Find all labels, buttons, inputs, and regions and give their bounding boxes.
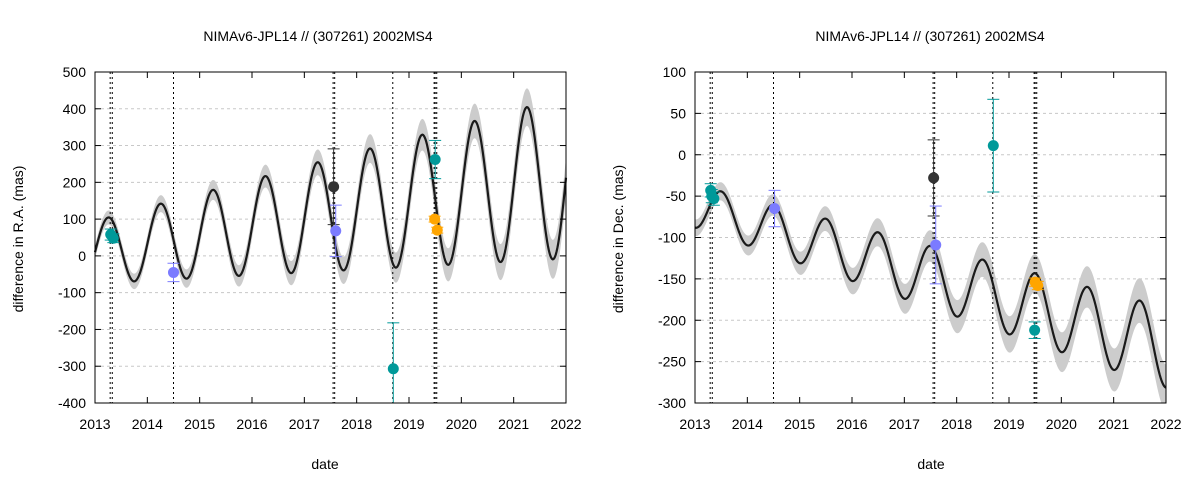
ra-residual-chart: NIMAv6-JPL14 // (307261) 2002MS4 date di…	[10, 28, 582, 472]
y-tick-label: 0	[78, 248, 86, 264]
y-tick-label: 200	[63, 174, 87, 190]
y-tick-label: -100	[58, 285, 86, 301]
data-point	[429, 154, 441, 166]
x-tick-label: 2019	[993, 416, 1024, 432]
y-tick-label: 100	[63, 211, 87, 227]
x-tick-label: 2018	[941, 416, 972, 432]
x-tick-label: 2017	[889, 416, 920, 432]
x-axis-label: date	[917, 456, 944, 472]
data-point	[330, 225, 342, 237]
y-tick-label: 400	[63, 101, 87, 117]
x-tick-label: 2015	[784, 416, 815, 432]
x-axis-label: date	[311, 456, 338, 472]
y-tick-label: -100	[658, 230, 686, 246]
y-tick-label: -300	[658, 395, 686, 411]
data-point	[431, 224, 443, 236]
data-point	[987, 140, 999, 152]
x-tick-label: 2021	[498, 416, 529, 432]
data-point	[928, 172, 940, 184]
x-tick-label: 2020	[1046, 416, 1077, 432]
chart-title: NIMAv6-JPL14 // (307261) 2002MS4	[815, 28, 1045, 44]
x-tick-label: 2013	[679, 416, 710, 432]
x-tick-label: 2016	[236, 416, 267, 432]
x-tick-label: 2016	[836, 416, 867, 432]
x-tick-label: 2018	[341, 416, 372, 432]
data-point	[1029, 324, 1041, 336]
dec-chart-svg: NIMAv6-JPL14 // (307261) 2002MS4 date di…	[610, 28, 1182, 472]
y-tick-label: -200	[58, 321, 86, 337]
y-tick-label: 100	[663, 64, 687, 80]
x-tick-label: 2014	[732, 416, 763, 432]
y-tick-label: 300	[63, 138, 87, 154]
x-tick-label: 2017	[289, 416, 320, 432]
chart-title: NIMAv6-JPL14 // (307261) 2002MS4	[203, 28, 433, 44]
y-tick-label: -200	[658, 312, 686, 328]
data-point	[708, 193, 720, 205]
data-point	[930, 239, 942, 251]
data-point	[328, 181, 340, 193]
data-point	[769, 203, 781, 215]
y-tick-label: -50	[666, 188, 686, 204]
x-tick-label: 2022	[1150, 416, 1181, 432]
y-tick-label: -300	[58, 358, 86, 374]
dec-residual-chart: NIMAv6-JPL14 // (307261) 2002MS4 date di…	[600, 0, 1200, 480]
data-point	[107, 232, 119, 244]
x-tick-label: 2022	[550, 416, 581, 432]
x-tick-label: 2013	[79, 416, 110, 432]
data-point	[429, 213, 441, 225]
data-point	[387, 363, 399, 375]
x-tick-label: 2020	[446, 416, 477, 432]
y-tick-label: -150	[658, 271, 686, 287]
y-tick-label: 0	[678, 147, 686, 163]
ra-chart-svg: NIMAv6-JPL14 // (307261) 2002MS4 date di…	[10, 28, 582, 472]
x-tick-label: 2021	[1098, 416, 1129, 432]
x-tick-label: 2015	[184, 416, 215, 432]
data-point	[1032, 279, 1044, 291]
x-tick-label: 2019	[393, 416, 424, 432]
y-tick-label: -400	[58, 395, 86, 411]
model-curve	[93, 106, 568, 283]
data-point	[168, 266, 179, 278]
y-tick-label: 50	[670, 105, 686, 121]
y-axis-label: difference in Dec. (mas)	[610, 165, 626, 313]
y-tick-label: -250	[658, 354, 686, 370]
plot-frame	[94, 71, 567, 404]
plot-area	[694, 71, 1167, 404]
model-uncertainty-band	[695, 182, 1166, 403]
plot-area	[93, 71, 568, 404]
y-axis-label: difference in R.A. (mas)	[10, 166, 26, 313]
y-tick-label: 500	[63, 64, 87, 80]
x-tick-label: 2014	[132, 416, 163, 432]
